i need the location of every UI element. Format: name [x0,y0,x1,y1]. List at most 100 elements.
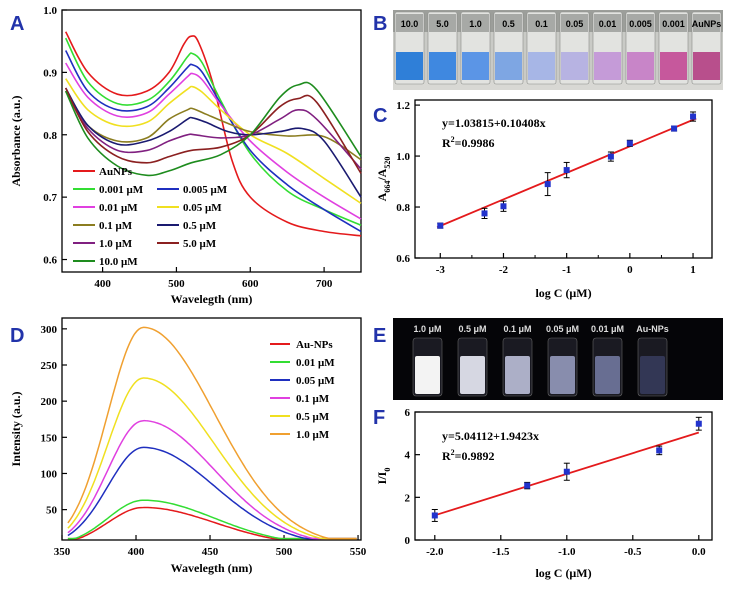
series-line [64,87,362,174]
plot-frame [414,99,713,259]
y-tick-label: 1.0 [396,151,410,163]
emission-curve [67,419,357,540]
vial-label: 1.0 [469,19,482,29]
y-axis-label: Absorbance (a.u.) [9,95,23,186]
chart-c-calibration: -3 -2 -1 0 1 0.6 0.8 1.0 1.2 y=1.03815+0.10408x R2… [375,99,713,300]
vial-liquid [462,52,489,80]
legend-label: 0.05 μM [183,202,222,214]
y-axis-label: Intensity (a.u.) [9,391,23,466]
series-line [64,81,362,177]
x-tick-label: 500 [276,546,293,558]
vial-label: 0.1 μM [503,324,531,334]
y-label-sub: 664 [383,181,392,193]
vial-label: Au-NPs [636,324,669,334]
emission-curve [67,377,357,540]
vial-label: 0.01 μM [591,324,624,334]
y-tick-label: 200 [41,396,58,408]
chart-d-fluorescence: 350 400 450 500 550 50 100 150 200 250 300 Au-NPs 0.… [9,317,367,575]
x-axis-label: log C (μM) [535,286,591,300]
y-tick-label: 4 [405,450,411,462]
vial-liquid [495,52,522,80]
y-tick-label: 150 [41,432,58,444]
vial-glow [595,356,620,394]
vial-cap [561,14,588,32]
y-label-sub: 0 [383,468,392,472]
y-axis-label: A664/A520 [375,157,392,202]
y-tick-label: 1.0 [43,5,57,17]
legend-label: 0.5 μM [296,411,330,423]
data-point [671,125,678,132]
y-axis-label: I/I0 [375,468,392,485]
x-tick-label: 400 [94,278,111,290]
vial-label: 1.0 μM [413,324,441,334]
data-point [563,167,570,174]
vial-cap [495,14,522,32]
legend-label: AuNPs [99,166,133,178]
vial-label: 0.5 [502,19,515,29]
legend-label: 1.0 μM [99,238,133,250]
vial-cap [594,14,621,32]
series-line [64,31,362,237]
y-tick-label: 0.8 [43,130,57,142]
y-tick-label: 6 [405,407,411,419]
x-tick-label: 0 [627,264,633,276]
vial-label: AuNPs [692,19,722,29]
vial-liquid [627,52,654,80]
x-tick-label: -1.5 [492,546,510,558]
panel-label-b: B [373,13,387,35]
vial-label: 5.0 [436,19,449,29]
x-tick-label: 450 [202,546,219,558]
r2-value: =0.9986 [455,136,495,150]
series-line [65,78,362,205]
legend-label: Au-NPs [296,339,333,351]
legend-label: 0.5 μM [183,220,217,232]
x-tick-label: 1 [690,264,696,276]
x-tick-label: 600 [242,278,259,290]
y-tick-label: 0 [405,535,411,547]
vial-label: 0.5 μM [458,324,486,334]
vial-liquid [561,52,588,80]
vial-liquid [396,52,423,80]
plot-frame [414,411,713,541]
fit-equation: y=1.03815+0.10408x [442,116,546,130]
series-line [64,50,362,233]
y-tick-label: 50 [46,505,58,517]
vial-cap [693,14,720,32]
vial-label: 0.05 [566,19,584,29]
data-point [437,222,444,229]
vial-glow [415,356,440,394]
x-tick-label: -3 [436,264,446,276]
chart-a-absorbance: 400 500 600 700 0.6 0.7 0.8 0.9 1.0 Wavelegth (nm… [9,5,362,306]
vial-cap [462,14,489,32]
vial-cap [429,14,456,32]
series-line [64,37,362,226]
vial-glow [460,356,485,394]
panel-label-f: F [373,407,385,429]
x-tick-label: -2.0 [426,546,444,558]
legend-label: 0.005 μM [183,184,228,196]
vial-liquid [660,52,687,80]
y-tick-label: 0.8 [396,202,410,214]
y-tick-label: 250 [41,360,58,372]
legend-label: 0.05 μM [296,375,335,387]
y-label-main: I/I [375,471,389,484]
vial-liquid [693,52,720,80]
data-point [481,210,488,217]
y-tick-label: 1.2 [396,100,410,112]
vial-cap [396,14,423,32]
series-line [65,90,362,161]
vial-glow [505,356,530,394]
r2-prefix: R [442,449,451,463]
x-tick-label: 0.0 [692,546,706,558]
x-tick-label: -0.5 [624,546,642,558]
plot-frame [61,9,362,273]
r2-value: =0.9892 [455,449,495,463]
vial [637,337,668,397]
panel-label-e: E [373,325,386,347]
vial-cap [528,14,555,32]
data-point [695,420,702,427]
data-point [607,153,614,160]
data-point [626,140,633,147]
y-tick-label: 300 [41,324,58,336]
